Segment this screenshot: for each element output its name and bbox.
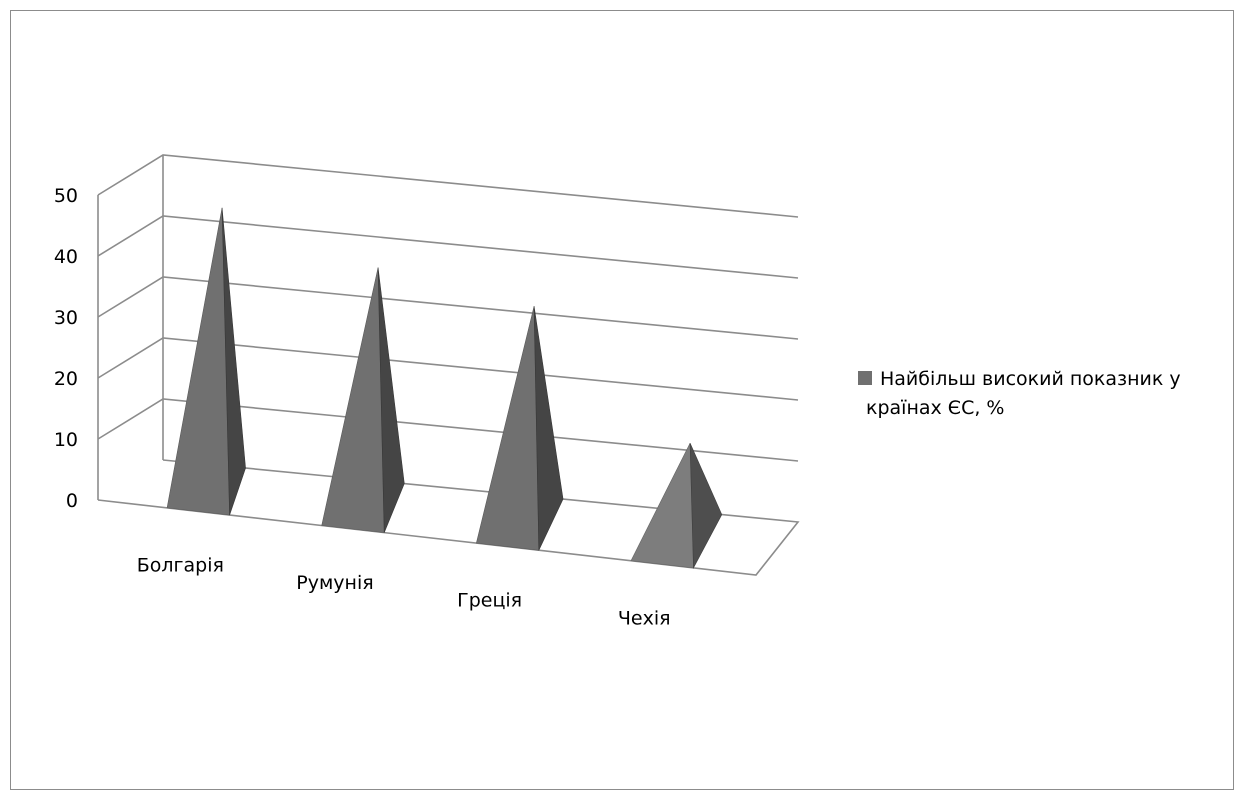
x-category-label: Румунія xyxy=(296,572,373,594)
pyramid-3 xyxy=(475,306,564,551)
gridline xyxy=(97,398,799,462)
grid-layer xyxy=(97,154,800,576)
pyramid-4 xyxy=(630,442,723,570)
x-category-label: Греція xyxy=(457,590,522,612)
pyramid-front-face xyxy=(475,306,540,551)
pyramid-front-face xyxy=(321,267,385,533)
pyramid-front-face xyxy=(166,207,230,516)
pyramid-1 xyxy=(166,207,246,516)
x-category-label: Болгарія xyxy=(137,554,224,576)
y-tick-label: 10 xyxy=(54,429,78,451)
y-tick-label: 30 xyxy=(54,307,78,329)
y-tick-label: 20 xyxy=(54,368,78,390)
floor-outline xyxy=(97,459,800,576)
legend-label-line-2: країнах ЄС, % xyxy=(866,397,1004,419)
gridline xyxy=(97,276,799,340)
pyramid-side-face xyxy=(221,207,246,516)
pyramid-side-face xyxy=(689,442,723,570)
y-tick-label: 40 xyxy=(54,246,78,268)
y-tick-label: 50 xyxy=(54,185,78,207)
legend-marker xyxy=(858,371,872,385)
gridline xyxy=(97,154,799,218)
x-axis-categories: Болгарія Румунія Греція Чехія xyxy=(137,554,671,629)
legend: Найбільш високий показник у країнах ЄС, … xyxy=(858,368,1181,419)
pyramid-side-face xyxy=(377,267,405,533)
pyramid-side-face xyxy=(533,306,564,551)
gridline xyxy=(97,337,799,401)
gridline xyxy=(97,215,799,279)
y-axis-ticks: 0 10 20 30 40 50 xyxy=(54,185,78,512)
pyramid-front-face xyxy=(630,442,694,569)
pyramid-2 xyxy=(321,267,405,533)
legend-label-line-1: Найбільш високий показник у xyxy=(880,368,1181,390)
y-tick-label: 0 xyxy=(66,490,78,512)
x-category-label: Чехія xyxy=(618,607,671,629)
pyramids-layer xyxy=(166,207,723,570)
